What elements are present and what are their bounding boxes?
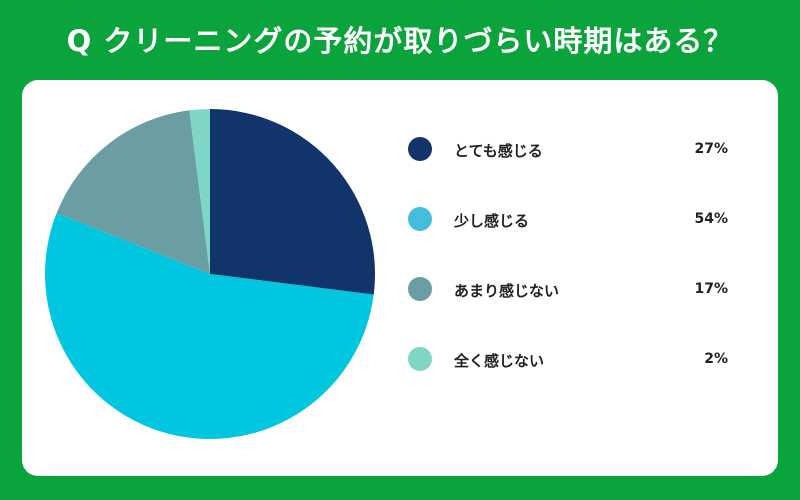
legend-item-amari: あまり感じない 17% [408,272,748,342]
legend-item-totemo: とても感じる 27% [408,132,748,202]
chart-card: とても感じる 27% 少し感じる 54% あまり感じない 17% 全く感じない … [22,80,778,476]
pie-slice-sukoshi [45,213,374,440]
legend-swatch-amari [408,277,432,301]
legend-label-amari: あまり感じない [454,282,560,300]
legend-value-sukoshi: 54% [694,211,728,227]
pie-slice-totemo [210,109,376,295]
chart-title: Q クリーニングの予約が取りづらい時期はある？ [66,24,734,58]
legend-label-sukoshi: 少し感じる [454,212,530,230]
legend-label-mattaku: 全く感じない [454,352,545,370]
pie-slice-mattaku [189,109,210,274]
legend-swatch-totemo [408,137,432,161]
legend: とても感じる 27% 少し感じる 54% あまり感じない 17% 全く感じない … [408,132,748,412]
legend-label-totemo: とても感じる [454,142,543,160]
legend-swatch-sukoshi [408,207,432,231]
legend-item-mattaku: 全く感じない 2% [408,342,748,412]
pie-slice-amari [56,110,211,274]
legend-value-mattaku: 2% [704,351,728,367]
legend-swatch-mattaku [408,347,432,371]
legend-value-totemo: 27% [694,141,728,157]
legend-item-sukoshi: 少し感じる 54% [408,202,748,272]
legend-value-amari: 17% [694,281,728,297]
pie-chart [45,109,376,440]
